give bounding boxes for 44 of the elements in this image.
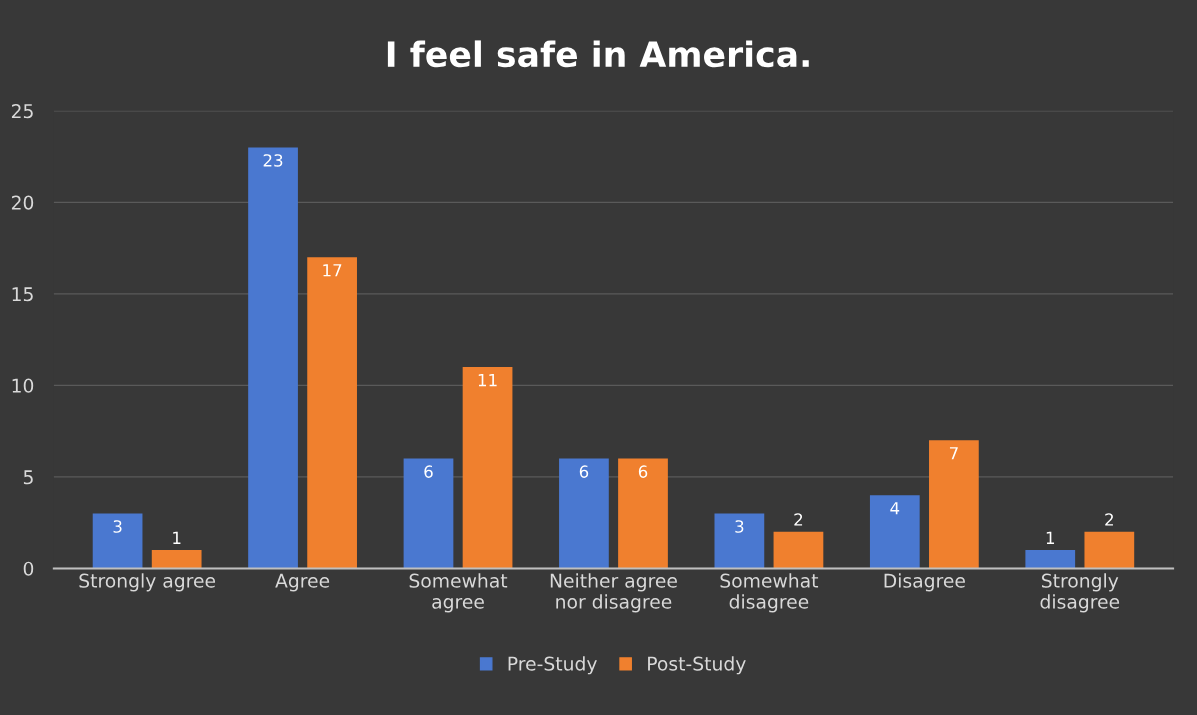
- data-label: 2: [1105, 513, 1113, 526]
- y-tick-label: 20: [11, 195, 34, 210]
- bar: [462, 367, 513, 569]
- bar: [618, 458, 668, 569]
- data-label: 11: [478, 374, 497, 387]
- x-tick-label: Strongly agree: [79, 573, 216, 592]
- x-tick-label: Agree: [275, 573, 330, 592]
- data-label: 3: [113, 520, 122, 533]
- legend-label: Post-Study: [648, 656, 746, 675]
- y-tick-label: 10: [12, 378, 34, 393]
- y-tick-label: 25: [11, 104, 33, 119]
- bar: [929, 440, 979, 569]
- bar: [714, 513, 765, 569]
- x-tick-label: Somewhat disagree: [720, 573, 819, 613]
- bar: [248, 147, 298, 569]
- y-tick-label: 5: [23, 470, 33, 485]
- data-label: 6: [579, 465, 589, 478]
- chart-title: I feel safe in America.: [387, 40, 809, 68]
- bar: [307, 257, 357, 569]
- data-label: 4: [890, 502, 900, 515]
- data-label: 17: [323, 264, 342, 277]
- bar: [1025, 550, 1076, 569]
- data-label: 2: [794, 513, 803, 526]
- bar: [869, 495, 920, 569]
- data-label: 23: [263, 154, 283, 167]
- data-label: 1: [1046, 531, 1055, 544]
- x-tick-label: Disagree: [884, 573, 965, 592]
- data-label: 6: [638, 465, 648, 478]
- bar: [403, 458, 454, 569]
- bar: [151, 550, 202, 569]
- y-tick-label: 15: [12, 287, 33, 302]
- y-tick-label: 0: [23, 561, 34, 576]
- bar: [559, 458, 609, 569]
- x-tick-label: Somewhat agree: [409, 573, 508, 613]
- data-label: 1: [173, 531, 181, 544]
- legend-label: Pre-Study: [508, 656, 597, 675]
- bar: [92, 513, 143, 569]
- x-tick-label: Strongly disagree: [1040, 573, 1120, 613]
- data-label: 7: [949, 447, 958, 460]
- x-tick-label: Neither agree nor disagree: [550, 573, 677, 613]
- data-label: 3: [735, 520, 744, 533]
- data-label: 6: [424, 465, 433, 478]
- bar: [1084, 531, 1135, 569]
- bar: [773, 531, 824, 569]
